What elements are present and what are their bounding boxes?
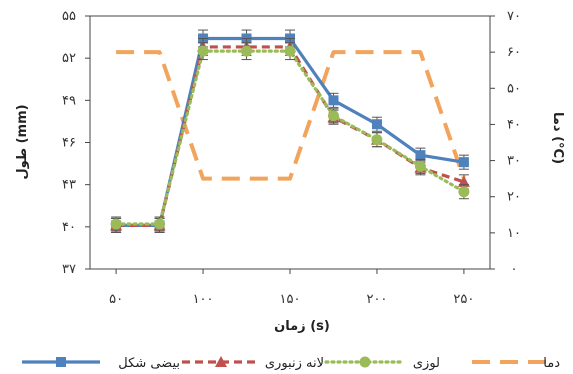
left-tick-label: ۵۲	[62, 51, 76, 66]
data-point-square	[458, 157, 469, 168]
x-tick-label: ۱۵۰	[280, 292, 301, 307]
left-tick-label: ۴۶	[62, 136, 76, 151]
right-tick-label: ۱۰	[507, 226, 521, 241]
data-point-circle	[359, 356, 371, 368]
legend-label: لوزی	[413, 356, 440, 371]
right-axis-ticks: ۰ ۱۰ ۲۰ ۳۰ ۴۰ ۵۰ ۶۰ ۷۰	[490, 9, 521, 277]
data-point-circle	[284, 45, 296, 57]
legend-item: دما	[472, 356, 560, 371]
data-point-circle	[197, 45, 209, 57]
legend-item: لانه زنبوری	[182, 356, 324, 371]
right-tick-label: ۵۰	[507, 81, 521, 96]
data-point-circle	[371, 134, 383, 146]
data-point-circle	[241, 45, 253, 57]
x-tick-label: ۲۰۰	[366, 292, 387, 307]
x-tick-label: ۲۵۰	[453, 292, 474, 307]
right-axis-title: دما (°C)	[550, 112, 565, 164]
x-axis-title: زمان (s)	[274, 319, 330, 334]
data-point-triangle	[457, 175, 470, 187]
legend-label: دما	[543, 356, 560, 371]
series-layer	[110, 29, 470, 233]
right-tick-label: ۴۰	[507, 117, 521, 132]
left-tick-label: ۴۰	[62, 220, 76, 235]
legend-item: بیضی شکل	[22, 356, 180, 371]
right-tick-label: ۳۰	[507, 154, 521, 169]
data-point-square	[371, 119, 382, 130]
data-point-triangle	[215, 356, 227, 367]
legend-item: لوزی	[324, 356, 440, 371]
legend: بیضی شکل لانه زنبوری لوزی دما	[22, 356, 560, 371]
x-tick-label: ۵۰	[109, 292, 123, 307]
x-axis-ticks: ۵۰ ۱۰۰ ۱۵۰ ۲۰۰ ۲۵۰	[109, 269, 474, 307]
left-tick-label: ۴۳	[62, 178, 76, 193]
right-tick-label: ۶۰	[507, 45, 521, 60]
x-tick-label: ۱۰۰	[193, 292, 214, 307]
legend-label: لانه زنبوری	[265, 356, 324, 371]
data-point-circle	[154, 218, 166, 230]
data-point-circle	[458, 186, 470, 198]
data-point-circle	[414, 160, 426, 172]
right-tick-label: ۷۰	[507, 9, 521, 24]
left-axis-ticks: ۳۷ ۴۰ ۴۳ ۴۶ ۴۹ ۵۲ ۵۵	[62, 9, 90, 277]
left-tick-label: ۴۹	[62, 93, 76, 108]
right-tick-label: ۰	[511, 262, 518, 277]
right-tick-label: ۲۰	[507, 190, 521, 205]
data-point-square	[415, 150, 426, 161]
legend-label: بیضی شکل	[118, 356, 180, 371]
left-axis-title: طول (mm)	[15, 104, 30, 179]
data-point-square	[56, 357, 66, 367]
data-point-square	[328, 95, 339, 106]
series-line	[116, 50, 466, 181]
left-tick-label: ۵۵	[62, 9, 76, 24]
left-tick-label: ۳۷	[62, 262, 76, 277]
series-3	[110, 42, 470, 232]
data-point-circle	[327, 110, 339, 122]
series-4	[116, 50, 466, 181]
data-point-circle	[110, 218, 122, 230]
